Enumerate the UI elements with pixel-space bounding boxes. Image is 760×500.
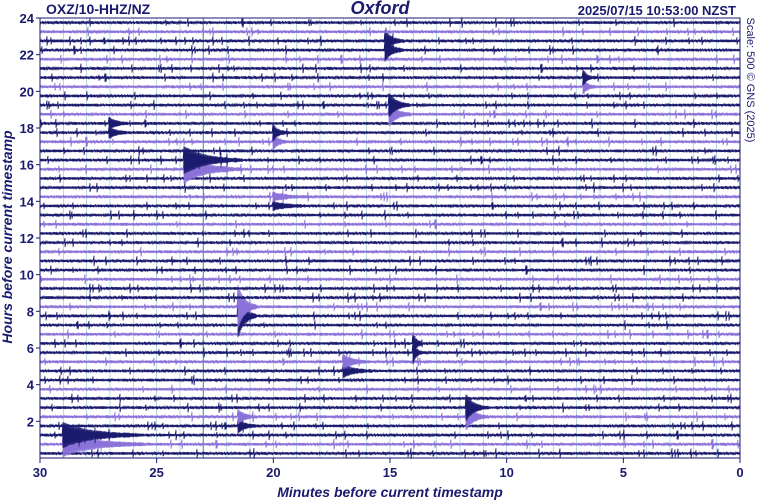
scale-note: Scale: 500 © GNS (2025) [744,17,756,143]
trace-line [39,146,741,175]
x-tick-label: 10 [499,465,513,480]
y-tick-label: 20 [20,84,34,99]
y-tick-label: 12 [20,231,34,246]
trace-line [39,384,741,395]
y-tick-label: 8 [27,304,34,319]
y-tick-label: 14 [20,194,35,209]
y-tick-label: 22 [20,48,34,63]
y-tick-label: 2 [27,414,34,429]
station-code: OXZ/10-HHZ/NZ [46,1,151,17]
y-tick-label: 18 [20,121,34,136]
trace-line [39,63,741,74]
minute-gridlines [63,18,717,458]
trace-line [39,123,741,142]
x-tick-label: 0 [736,465,743,480]
trace-line [39,182,741,194]
trace-line [39,237,741,248]
chart-title: Oxford [350,0,410,18]
trace-line [39,255,741,267]
trace-line [39,394,741,421]
trace-line [39,292,741,303]
trace-line [39,284,741,329]
trace-line [39,69,741,86]
trace-line [39,448,741,459]
trace-line [39,190,741,204]
trace-line [39,145,741,157]
trace-line [39,219,741,230]
trace-line [39,54,741,65]
x-tick-label: 30 [33,465,47,480]
trace-line [39,320,741,331]
trace-line [39,38,741,62]
y-tick-label: 24 [20,11,35,26]
trace-line [39,431,741,458]
x-tick-label: 20 [266,465,280,480]
trace-line [39,363,741,379]
trace-line [39,133,741,151]
timestamp: 2025/07/15 10:53:00 NZST [577,3,736,18]
trace-line [39,17,741,29]
trace-line [39,294,741,338]
trace-line [39,155,741,184]
trace-line [39,200,741,211]
trace-line [39,393,741,404]
trace-line [39,332,741,355]
trace-line [39,340,741,365]
trace-line [39,79,741,95]
y-tick-label: 16 [20,158,34,173]
trace-line [39,93,741,117]
y-tick-label: 10 [20,268,34,283]
trace-line [39,283,741,294]
y-tick-label: 6 [27,341,34,356]
x-axis-label: Minutes before current timestamp [277,484,503,500]
trace-line [39,403,741,430]
x-axis-ticks: 30 25 20 15 10 5 0 [33,458,744,480]
trace-line [39,374,741,386]
trace-line [39,274,741,285]
x-tick-label: 15 [383,465,397,480]
trace-line [39,27,741,55]
trace-line [39,246,741,257]
trace-line [39,264,741,276]
x-tick-label: 5 [620,465,627,480]
trace-line [39,228,741,239]
seismic-traces [39,17,741,459]
y-axis-label: Hours before current timestamp [0,130,15,344]
x-tick-label: 25 [149,465,163,480]
trace-line [39,418,741,434]
trace-line [39,422,741,449]
trace-line [39,173,741,184]
trace-line [39,91,741,101]
y-tick-label: 4 [27,378,35,393]
trace-line [39,329,741,340]
trace-line [39,209,741,221]
trace-line [39,26,741,37]
trace-line [39,354,741,370]
